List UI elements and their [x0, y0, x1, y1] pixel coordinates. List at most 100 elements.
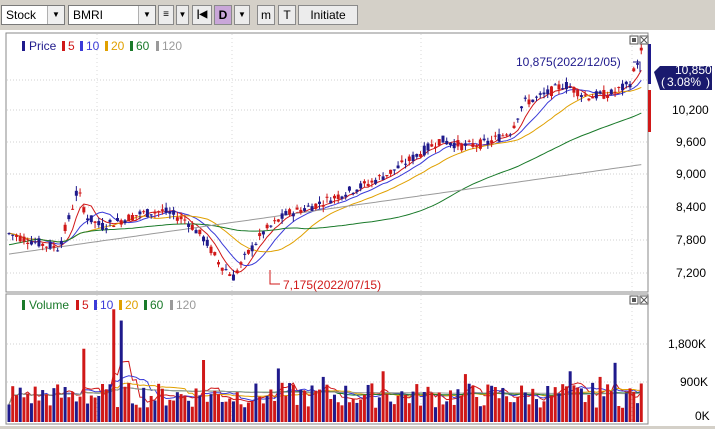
volume-bar — [366, 384, 370, 422]
ma120-line — [8, 164, 642, 255]
volume-bar — [71, 392, 75, 422]
candle-body — [639, 47, 643, 51]
first-button[interactable]: ▼ — [176, 5, 189, 25]
period-daily-button[interactable]: D — [214, 5, 232, 25]
last-price-open-paren: ( — [661, 75, 665, 89]
period-minute-button[interactable]: m — [257, 5, 275, 25]
chevron-down-icon[interactable]: ▼ — [47, 6, 64, 24]
volume-panel-close-icon[interactable] — [639, 295, 649, 305]
candle-body — [321, 205, 325, 207]
volume-bar — [628, 388, 632, 422]
candle-body — [246, 249, 250, 254]
symbol-select[interactable]: BMRI ▼ — [68, 5, 156, 25]
candle-body — [119, 220, 123, 225]
candle-body — [366, 183, 370, 187]
volume-bar — [591, 382, 595, 422]
volume-bar — [572, 385, 576, 422]
volume-tick-900k: 900K — [680, 375, 708, 389]
chevron-down-icon[interactable]: ▼ — [138, 6, 155, 24]
candle-body — [254, 243, 258, 245]
volume-bar — [194, 388, 198, 422]
volume-bar — [67, 397, 71, 422]
volume-bar — [359, 399, 363, 422]
candle-body — [217, 262, 221, 265]
candle-body — [261, 231, 265, 235]
candle-body — [497, 134, 501, 142]
volume-bar — [93, 397, 97, 422]
volume-bar — [130, 403, 134, 422]
volume-bar — [231, 401, 235, 422]
skip-back-icon: |◀ — [196, 9, 208, 20]
volume-bar — [153, 400, 157, 422]
price-legend-label: Price — [29, 39, 57, 53]
volume-bar — [164, 405, 168, 422]
candle-body — [553, 84, 557, 86]
candle-body — [407, 156, 411, 162]
price-panel-minimize-icon[interactable] — [629, 35, 639, 45]
volume-bar — [104, 389, 108, 422]
volume-bar — [583, 402, 587, 422]
volume-bar — [362, 394, 366, 422]
volume-bar — [546, 385, 550, 422]
candle-body — [340, 196, 344, 199]
volume-bar — [347, 402, 351, 422]
candle-body — [145, 209, 149, 218]
volume-bar — [209, 394, 213, 422]
list-button[interactable]: ≡ — [158, 5, 174, 25]
initiate-button[interactable]: Initiate — [298, 5, 358, 25]
volume-bar — [127, 383, 131, 422]
candle-body — [359, 183, 363, 189]
candle-body — [235, 270, 239, 273]
volume-bar — [609, 391, 613, 422]
candle-body — [41, 243, 45, 246]
volume-bar — [89, 395, 93, 422]
candle-body — [280, 213, 284, 219]
volume-bar — [299, 389, 303, 422]
volume-bar — [497, 398, 501, 422]
candle-body — [448, 142, 452, 145]
volume-bar — [501, 387, 505, 422]
period-dropdown-button[interactable]: ▼ — [234, 5, 250, 25]
volume-bar — [594, 407, 598, 422]
volume-bar — [422, 391, 426, 422]
volume-bar — [445, 401, 449, 422]
candle-body — [591, 97, 595, 99]
vol-ma5-legend-label: 5 — [82, 298, 89, 312]
type-select[interactable]: Stock ▼ — [1, 5, 65, 25]
candle-body — [269, 225, 273, 227]
volume-bar — [14, 395, 18, 422]
ma20-line — [8, 86, 642, 253]
volume-bar — [617, 406, 621, 422]
volume-bar — [138, 407, 142, 422]
volume-bar — [636, 403, 640, 422]
candle-body — [112, 225, 116, 227]
tick-label: T — [283, 8, 291, 22]
volume-bar — [568, 371, 572, 422]
candle-body — [14, 235, 18, 237]
candle-body — [318, 201, 322, 205]
candle-body — [486, 140, 490, 145]
volume-panel-minimize-icon[interactable] — [629, 295, 639, 305]
candle-body — [198, 229, 202, 235]
candle-body — [228, 274, 232, 276]
volume-bar — [329, 399, 333, 422]
volume-bar — [123, 386, 127, 422]
candle-body — [381, 176, 385, 180]
candle-body — [482, 138, 486, 141]
candle-body — [344, 194, 348, 197]
candle-body — [18, 235, 22, 242]
candle-body — [284, 211, 288, 216]
volume-bar — [168, 399, 172, 422]
period-tick-button[interactable]: T — [278, 5, 296, 25]
candle-body — [396, 165, 400, 169]
volume-bar — [52, 388, 56, 422]
candle-body — [415, 153, 419, 157]
volume-bar — [280, 382, 284, 422]
price-panel-close-icon[interactable] — [639, 35, 649, 45]
volume-bar — [213, 390, 217, 422]
candle-body — [63, 224, 67, 232]
go-first-button[interactable]: |◀ — [192, 5, 212, 25]
chart-svg[interactable]: Price 5 10 20 60 120 Volume 5 10 20 60 1… — [0, 30, 715, 426]
volume-bar — [404, 394, 408, 422]
volume-bars — [7, 309, 643, 422]
